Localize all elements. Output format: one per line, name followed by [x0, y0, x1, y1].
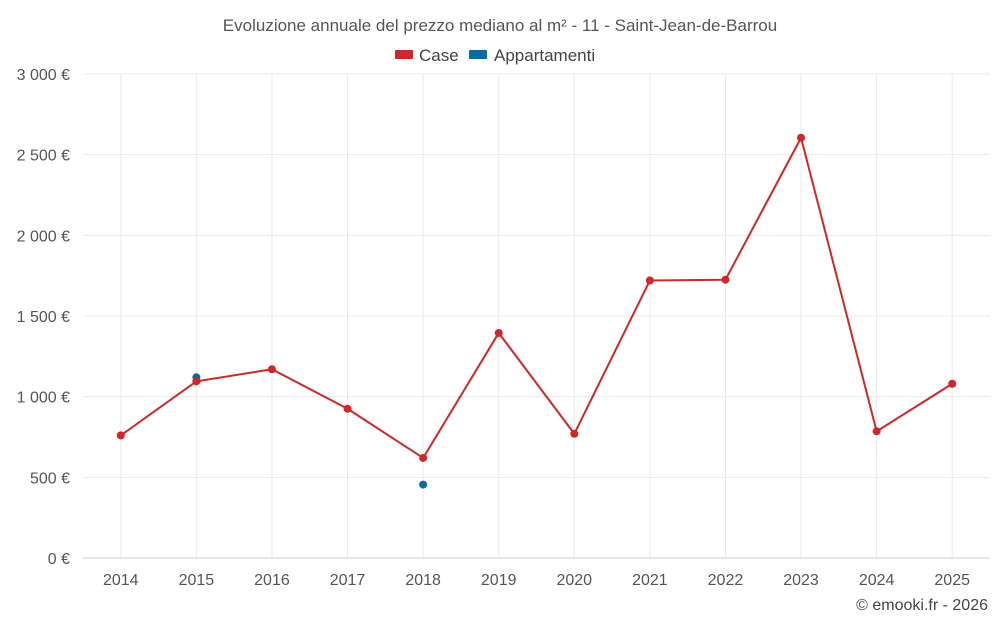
data-point-case[interactable]: [267, 365, 276, 374]
y-tick-label: 2 000 €: [17, 228, 70, 245]
plot-area: [116, 133, 957, 489]
data-point-appartamenti[interactable]: [419, 480, 428, 489]
data-point-case[interactable]: [570, 429, 579, 438]
x-tick-label: 2025: [934, 572, 970, 589]
credit-text: © emooki.fr - 2026: [856, 597, 988, 614]
y-tick-label: 1 500 €: [17, 309, 70, 326]
x-tick-label: 2019: [481, 572, 517, 589]
x-tick-label: 2017: [330, 572, 366, 589]
y-axis: 0 € 500 € 1 000 € 1 500 € 2 000 € 2 500 € 3 00…: [17, 67, 70, 568]
legend[interactable]: Case Appartamenti: [395, 46, 595, 65]
grid: [83, 73, 990, 559]
x-tick-label: 2018: [405, 572, 441, 589]
data-point-case[interactable]: [494, 328, 503, 337]
x-tick-label: 2022: [708, 572, 744, 589]
x-axis: 2014 2015 2016 2017 2018 2019 2020 2021 2022 2023…: [83, 557, 990, 589]
legend-swatch-appartamenti: [469, 50, 487, 59]
legend-label-appartamenti: Appartamenti: [494, 46, 595, 65]
data-point-case[interactable]: [645, 276, 654, 285]
legend-swatch-case: [395, 50, 413, 59]
data-point-case[interactable]: [419, 453, 428, 462]
x-tick-label: 2021: [632, 572, 668, 589]
x-tick-label: 2024: [859, 572, 895, 589]
x-tick-label: 2016: [254, 572, 290, 589]
data-point-case[interactable]: [343, 404, 352, 413]
y-tick-label: 3 000 €: [17, 67, 70, 84]
data-point-case[interactable]: [872, 427, 881, 436]
y-tick-label: 0 €: [48, 551, 70, 568]
y-tick-label: 1 000 €: [17, 390, 70, 407]
y-tick-label: 2 500 €: [17, 148, 70, 165]
data-point-case[interactable]: [797, 133, 806, 142]
series-case: [116, 133, 957, 462]
y-tick-label: 500 €: [30, 470, 70, 487]
data-point-case[interactable]: [116, 431, 125, 440]
x-tick-label: 2023: [783, 572, 819, 589]
x-tick-label: 2014: [103, 572, 139, 589]
data-point-case[interactable]: [721, 275, 730, 284]
legend-item-case[interactable]: Case: [395, 46, 459, 65]
series-line-case: [120, 136, 953, 459]
series-appartamenti: [192, 373, 428, 489]
legend-label-case: Case: [419, 46, 459, 65]
data-point-case[interactable]: [192, 377, 201, 386]
data-point-case[interactable]: [948, 379, 957, 388]
chart-title: Evoluzione annuale del prezzo mediano al…: [223, 16, 777, 35]
legend-item-appartamenti[interactable]: Appartamenti: [469, 46, 595, 65]
x-tick-label: 2015: [179, 572, 215, 589]
x-tick-label: 2020: [556, 572, 592, 589]
